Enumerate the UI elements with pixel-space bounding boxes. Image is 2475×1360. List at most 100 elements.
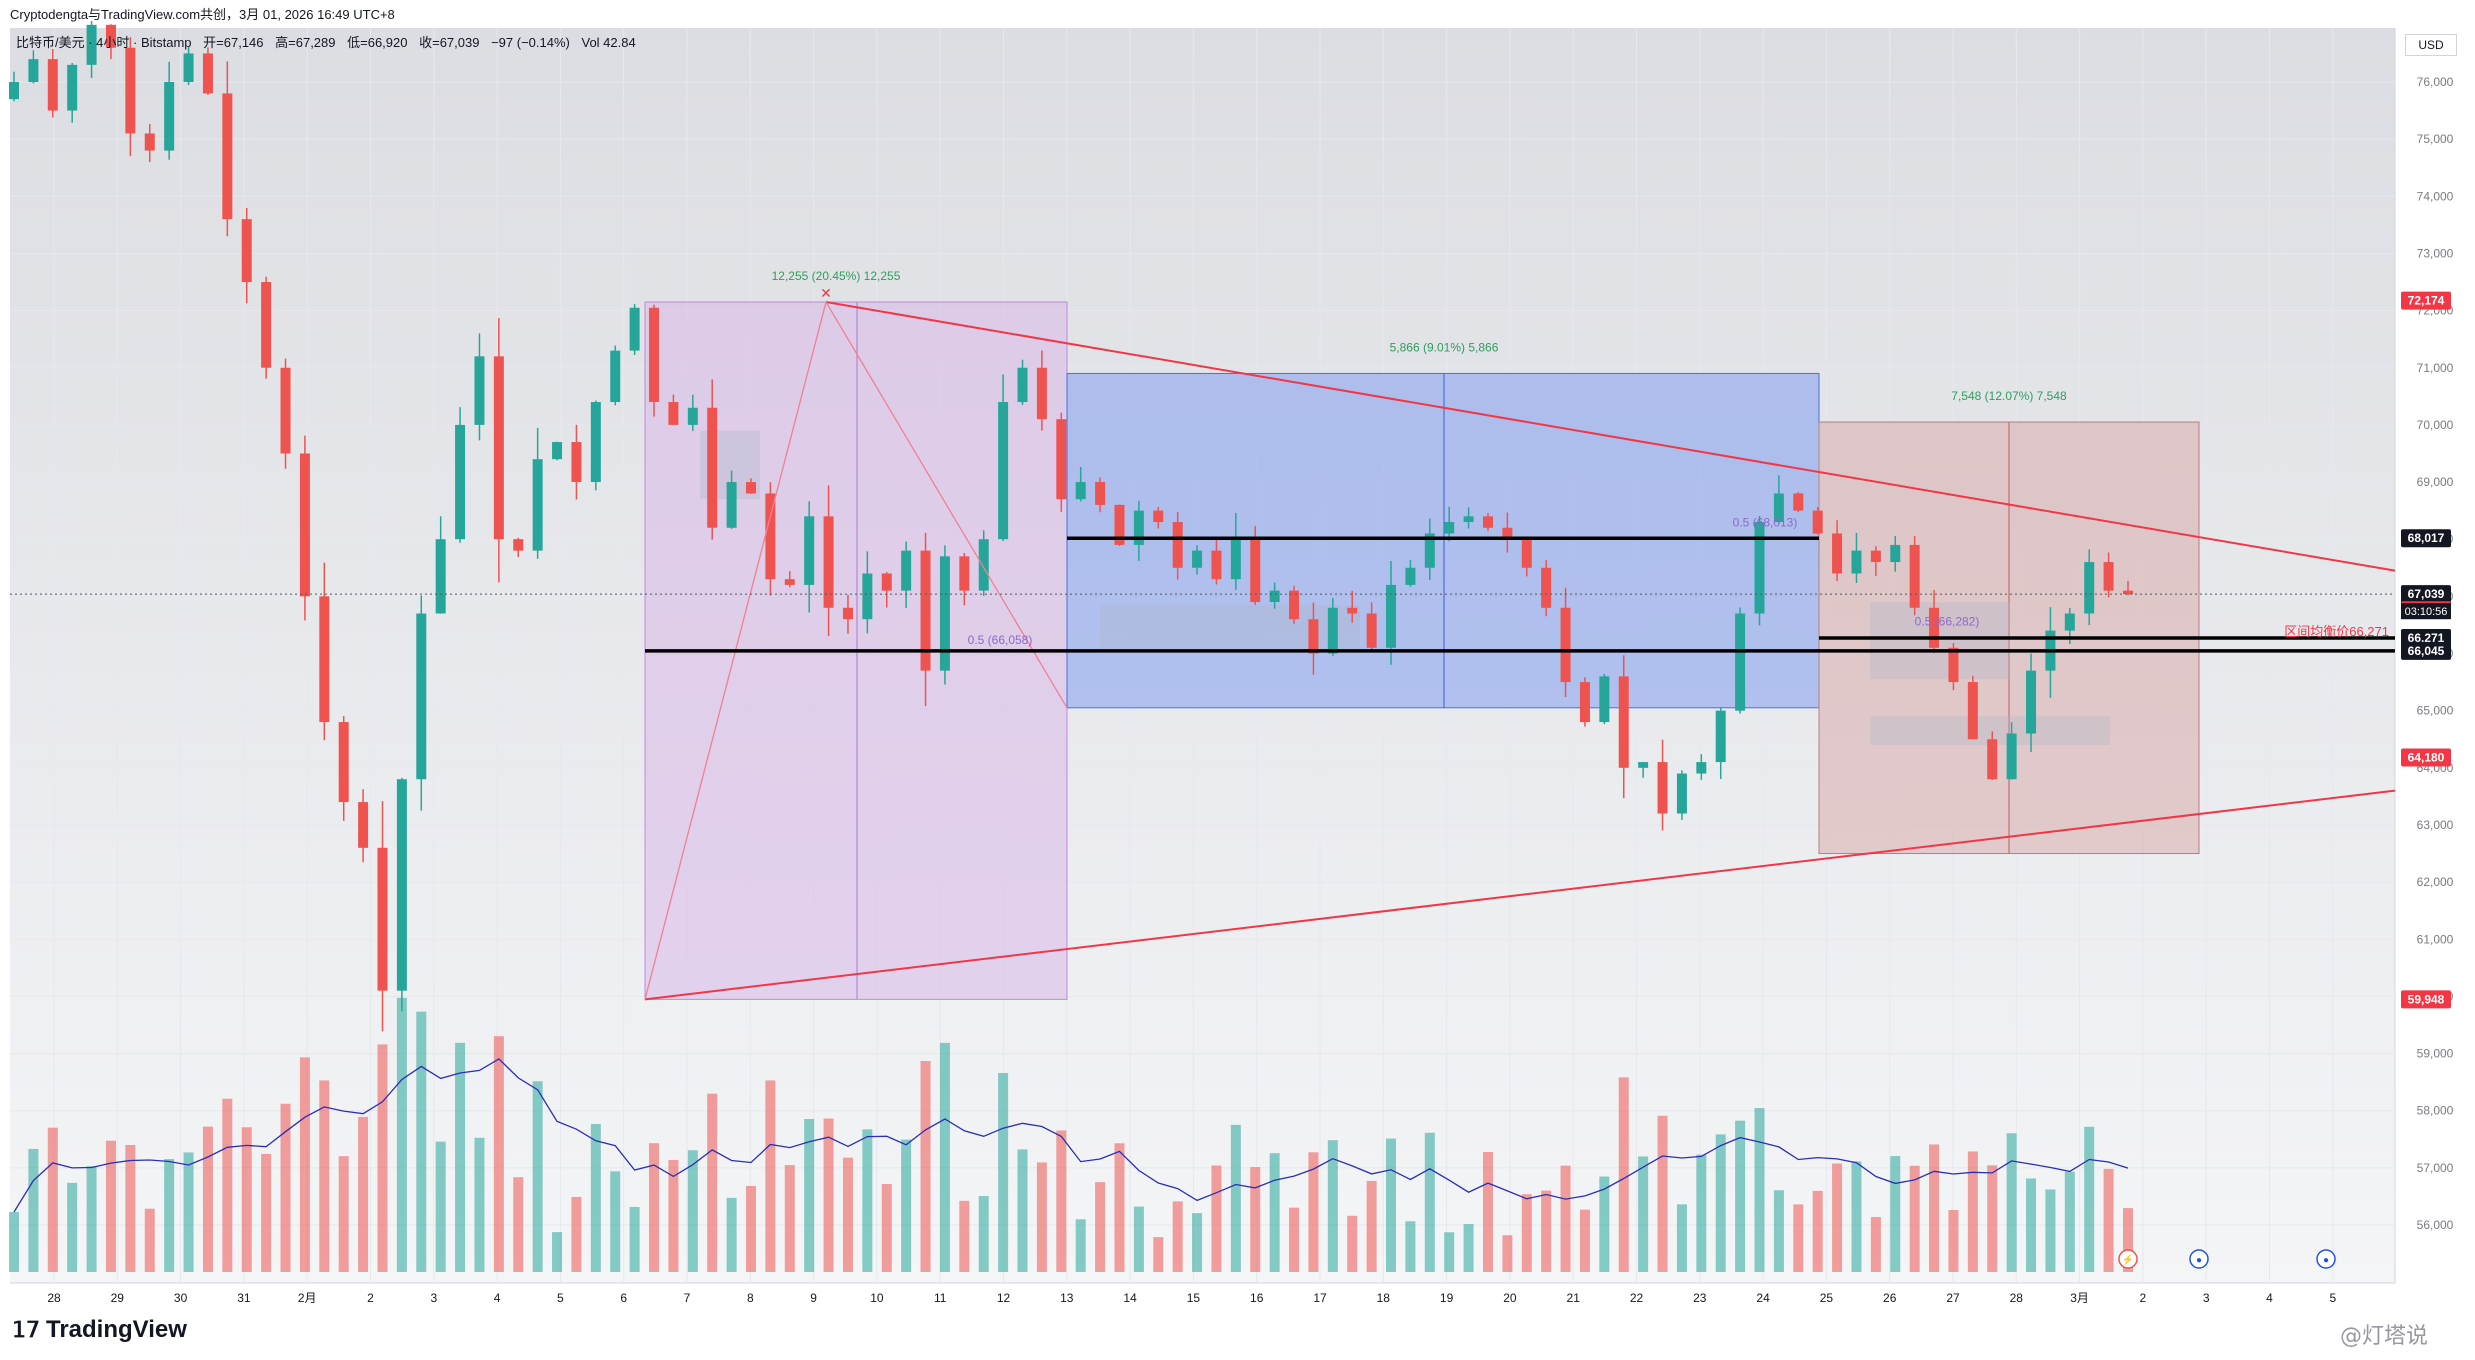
candle-body[interactable] — [513, 539, 524, 551]
candle-body[interactable] — [1036, 367, 1047, 420]
candle-body[interactable] — [1211, 550, 1222, 580]
price-tag[interactable] — [2401, 641, 2451, 660]
candle-body[interactable] — [1192, 550, 1203, 568]
wedge-lower-line[interactable] — [644, 789, 2396, 1001]
candle-body[interactable] — [1735, 613, 1746, 711]
candle-body[interactable] — [823, 516, 834, 608]
candle-body[interactable] — [552, 442, 563, 460]
candle-body[interactable] — [571, 442, 582, 483]
candle-body[interactable] — [86, 24, 97, 65]
candle-body[interactable] — [1909, 544, 1920, 608]
price-tag[interactable] — [2401, 291, 2451, 310]
candle-body[interactable] — [668, 402, 679, 425]
candle-body[interactable] — [939, 556, 950, 671]
candle-body[interactable] — [765, 493, 776, 580]
candle-body[interactable] — [28, 59, 39, 82]
candle-body[interactable] — [1347, 607, 1358, 614]
candle-body[interactable] — [1075, 482, 1086, 500]
candle-body[interactable] — [1890, 544, 1901, 563]
candle-body[interactable] — [862, 573, 873, 620]
candle-body[interactable] — [1172, 522, 1183, 568]
candle-body[interactable] — [1289, 590, 1300, 620]
candle-body[interactable] — [164, 82, 175, 151]
candle-body[interactable] — [745, 482, 756, 494]
candle-body[interactable] — [1870, 550, 1881, 563]
candle-body[interactable] — [842, 607, 853, 620]
price-axis[interactable]: 56,00057,00058,00059,00060,00061,00062,0… — [2401, 75, 2454, 1232]
candle-body[interactable] — [649, 307, 660, 403]
candle-body[interactable] — [1424, 533, 1435, 568]
event-markers[interactable]: ⚡ ● ● — [2118, 1249, 2336, 1269]
candle-body[interactable] — [1715, 710, 1726, 763]
candle-body[interactable] — [435, 539, 446, 614]
candle-body[interactable] — [1386, 584, 1397, 648]
candle-body[interactable] — [144, 133, 155, 151]
candle-body[interactable] — [2123, 590, 2133, 595]
candle-body[interactable] — [241, 219, 252, 283]
candle-body[interactable] — [1133, 510, 1144, 545]
candle-body[interactable] — [901, 550, 912, 591]
flag-event-icon[interactable] — [2316, 1249, 2336, 1269]
candle-body[interactable] — [125, 47, 136, 134]
candle-body[interactable] — [726, 482, 737, 528]
candle-body[interactable] — [1638, 762, 1649, 768]
candle-body[interactable] — [1793, 493, 1804, 511]
candle-body[interactable] — [2026, 670, 2037, 734]
candle-body[interactable] — [9, 82, 19, 100]
candle-body[interactable] — [67, 64, 78, 111]
flag-event-icon[interactable] — [2189, 1249, 2209, 1269]
candle-body[interactable] — [1987, 739, 1998, 780]
candle-body[interactable] — [1114, 504, 1125, 545]
wedge-upper-line[interactable] — [825, 301, 2396, 572]
candle-body[interactable] — [920, 550, 931, 671]
candle-body[interactable] — [959, 556, 970, 591]
candle-body[interactable] — [1599, 676, 1610, 723]
candle-body[interactable] — [2064, 613, 2075, 631]
candle-body[interactable] — [377, 847, 388, 991]
candle-body[interactable] — [1482, 516, 1493, 528]
candle-body[interactable] — [590, 402, 601, 483]
candle-body[interactable] — [1366, 613, 1377, 648]
candle-body[interactable] — [978, 539, 989, 591]
candle-body[interactable] — [707, 407, 718, 528]
candle-body[interactable] — [1463, 516, 1474, 523]
candle-body[interactable] — [1056, 419, 1067, 500]
candle-body[interactable] — [338, 722, 349, 803]
candle-body[interactable] — [2103, 562, 2114, 591]
price-tag[interactable] — [2401, 990, 2451, 1009]
time-axis[interactable]: 28 29 30 31 2月 2 3 4 5 6 7 8 9 10 11 12 13 14 15 16 17 18 19 20… — [47, 1291, 2336, 1305]
candle-body[interactable] — [532, 459, 543, 551]
candle-body[interactable] — [202, 53, 213, 94]
candle-body[interactable] — [396, 779, 407, 991]
candle-body[interactable] — [474, 356, 485, 425]
candle-body[interactable] — [1153, 510, 1164, 523]
candle-body[interactable] — [1405, 567, 1416, 585]
candle-body[interactable] — [881, 573, 892, 591]
candle-body[interactable] — [1676, 773, 1687, 814]
candle-body[interactable] — [610, 350, 621, 403]
candle-body[interactable] — [358, 802, 369, 848]
candle-body[interactable] — [1967, 682, 1978, 740]
candle-body[interactable] — [1521, 539, 1532, 568]
price-tag[interactable] — [2401, 748, 2451, 767]
candle-body[interactable] — [1308, 619, 1319, 654]
candle-body[interactable] — [1773, 493, 1784, 523]
candle-body[interactable] — [2006, 733, 2017, 780]
candle-body[interactable] — [1618, 676, 1629, 768]
candle-body[interactable] — [1696, 762, 1707, 774]
candle-body[interactable] — [1657, 762, 1668, 814]
candle-body[interactable] — [1444, 522, 1455, 534]
candle-body[interactable] — [493, 356, 504, 540]
candle-body[interactable] — [47, 59, 58, 111]
candle-body[interactable] — [416, 613, 427, 780]
candle-body[interactable] — [1754, 522, 1765, 614]
lightning-event-icon[interactable] — [2118, 1249, 2138, 1269]
candle-body[interactable] — [299, 453, 310, 597]
candle-body[interactable] — [105, 24, 116, 48]
candle-body[interactable] — [183, 53, 194, 82]
candle-body[interactable] — [319, 596, 330, 723]
candle-body[interactable] — [1579, 682, 1590, 723]
price-tag[interactable] — [2401, 529, 2451, 548]
candle-body[interactable] — [1230, 539, 1241, 580]
candle-body[interactable] — [1327, 607, 1338, 654]
